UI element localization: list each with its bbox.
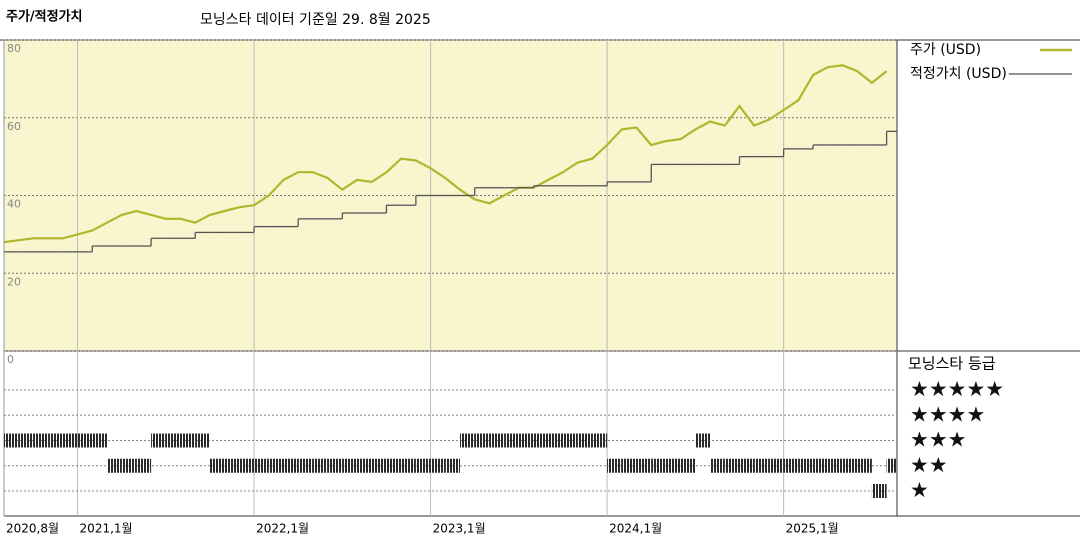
y-tick-label: 40: [7, 198, 21, 211]
rating-bar: [239, 458, 255, 473]
rating-bar: [651, 458, 666, 473]
rating-bar: [312, 458, 328, 473]
rating-bar: [783, 458, 799, 473]
x-tick-label: 2022,1월: [256, 522, 309, 536]
y-tick-label: 80: [7, 42, 21, 55]
legend-label: 적정가치 (USD): [910, 66, 1007, 82]
rating-bar: [724, 458, 740, 473]
rating-bar: [106, 458, 122, 473]
rating-bar: [886, 458, 897, 473]
rating-bar: [504, 433, 519, 448]
legend-label: 주가 (USD): [910, 42, 981, 58]
rating-bar: [680, 458, 696, 473]
rating-bar: [415, 458, 431, 473]
x-tick-label: 2025,1월: [786, 522, 839, 536]
rating-label: ★★: [910, 453, 948, 477]
y-tick-label: 60: [7, 120, 21, 133]
rating-bar: [4, 433, 19, 448]
chart-title: 주가/적정가치: [6, 9, 83, 25]
rating-bar: [254, 458, 269, 473]
rating-bar: [636, 458, 652, 473]
rating-bar: [827, 458, 843, 473]
price-line: [3, 64, 888, 244]
rating-bar: [768, 458, 784, 473]
rating-bar: [224, 458, 240, 473]
x-tick-label: 2021,1월: [80, 522, 133, 536]
rating-bar: [327, 458, 343, 473]
rating-bar: [548, 433, 563, 448]
rating-bar: [92, 433, 107, 448]
y-tick-label: 20: [7, 275, 21, 288]
rating-bar: [474, 433, 490, 448]
rating-bar: [77, 433, 93, 448]
rating-bar: [121, 458, 137, 473]
rating-bar: [607, 458, 622, 473]
rating-bar: [209, 458, 225, 473]
rating-bar: [195, 433, 210, 448]
rating-bar: [136, 458, 152, 473]
rating-bar: [401, 458, 416, 473]
rating-bar: [695, 433, 711, 448]
rating-bar: [460, 433, 475, 448]
rating-bar: [665, 458, 681, 473]
rating-label: ★★★★: [910, 402, 985, 426]
rating-label: ★★★★★: [910, 377, 1004, 401]
rating-bar: [357, 458, 372, 473]
x-tick-label: 2020,8월: [6, 522, 59, 536]
rating-bar: [151, 433, 166, 448]
rating-bar: [518, 433, 534, 448]
rating-bar: [283, 458, 299, 473]
rating-bar: [813, 458, 828, 473]
rating-bar: [371, 458, 387, 473]
rating-bar: [710, 458, 725, 473]
chart-subtitle: 모닝스타 데이터 기준일 29. 8월 2025: [200, 12, 431, 28]
rating-bar: [621, 458, 637, 473]
rating-bar: [739, 458, 755, 473]
rating-title: 모닝스타 등급: [908, 355, 996, 373]
rating-bar: [871, 484, 887, 498]
rating-bar: [268, 458, 284, 473]
rating-bar: [62, 433, 78, 448]
x-tick-label: 2024,1월: [609, 522, 662, 536]
rating-bar: [857, 458, 872, 473]
rating-bar: [592, 433, 608, 448]
rating-bar: [533, 433, 549, 448]
rating-bar: [430, 458, 446, 473]
rating-bar: [386, 458, 402, 473]
x-tick-label: 2023,1월: [433, 522, 486, 536]
rating-bar: [842, 458, 858, 473]
rating-bar: [489, 433, 505, 448]
rating-bar: [562, 433, 578, 448]
rating-bar: [33, 433, 49, 448]
rating-label: ★★★: [910, 428, 966, 452]
rating-bar: [298, 458, 313, 473]
rating-label: ★: [910, 478, 929, 502]
rating-bar: [445, 458, 461, 473]
rating-bar: [48, 433, 63, 448]
rating-bar: [577, 433, 593, 448]
rating-bar: [798, 458, 814, 473]
rating-bar: [342, 458, 358, 473]
rating-bar: [180, 433, 196, 448]
rating-bar: [754, 458, 769, 473]
rating-bar: [18, 433, 34, 448]
y-tick-label: 0: [7, 353, 14, 366]
rating-bar: [165, 433, 181, 448]
